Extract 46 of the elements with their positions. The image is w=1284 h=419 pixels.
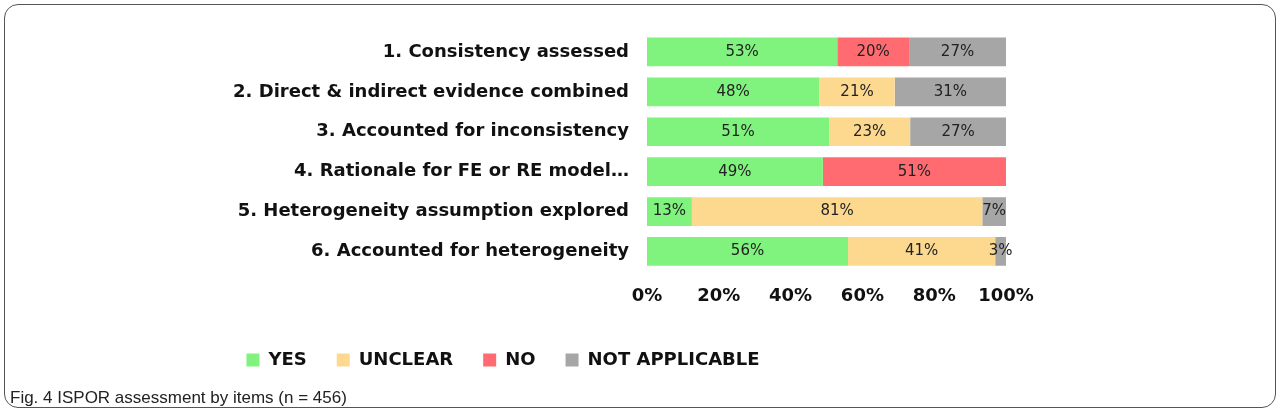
y-tick-label: 6. Accounted for heterogeneity [311,239,630,261]
bar [910,117,1006,147]
data-label: 49% [718,161,752,180]
legend-label: YES [267,347,307,369]
data-label: 41% [904,241,939,260]
data-label: 31% [933,81,968,100]
y-tick-label: 4. Rationale for FE or RE model… [294,159,629,181]
bar [909,37,1006,67]
y-tick-label: 2. Direct & indirect evidence combined [233,79,629,101]
data-label: 7% [982,201,1007,220]
y-tick-label: 3. Accounted for inconsistency [316,119,630,141]
data-label: 48% [716,81,750,100]
x-tick-label: 60% [840,283,884,305]
data-label: 56% [730,241,765,260]
data-label: 23% [852,121,887,140]
legend-label: NO [505,347,536,369]
data-label: 27% [940,41,975,60]
bar [647,237,849,266]
legend-label: UNCLEAR [358,347,454,369]
data-label: 13% [652,201,687,220]
x-tick-label: 0% [631,283,663,305]
y-tick-label: 5. Heterogeneity assumption explored [237,199,629,221]
bar [822,157,1006,187]
bar [691,197,983,226]
bar [647,77,820,107]
data-label: 51% [721,121,755,140]
caption: Fig. 4 ISPOR assessment by items (n = 456) [10,388,347,408]
x-tick-label: 100% [978,283,1034,305]
data-label: 53% [725,41,759,60]
bar [894,77,1006,107]
bar [647,117,830,147]
x-tick-label: 80% [912,283,956,305]
bar [819,77,895,107]
data-label: 51% [897,161,932,180]
data-label: 21% [840,81,874,100]
bar [829,117,911,147]
data-label: 81% [820,201,854,220]
bar [647,37,838,67]
x-tick-label: 20% [697,283,741,305]
legend-label: NOT APPLICABLE [587,347,760,369]
data-label: 3% [988,241,1013,260]
bar [647,157,823,187]
y-tick-label: 1. Consistency assessed [382,39,629,61]
data-label: 20% [856,41,890,60]
x-tick-label: 40% [769,283,813,305]
data-label: 27% [941,121,975,140]
